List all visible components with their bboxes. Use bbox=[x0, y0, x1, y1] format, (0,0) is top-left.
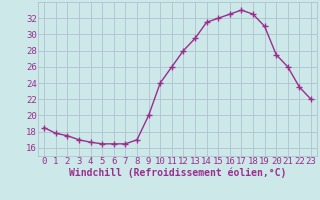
X-axis label: Windchill (Refroidissement éolien,°C): Windchill (Refroidissement éolien,°C) bbox=[69, 168, 286, 178]
